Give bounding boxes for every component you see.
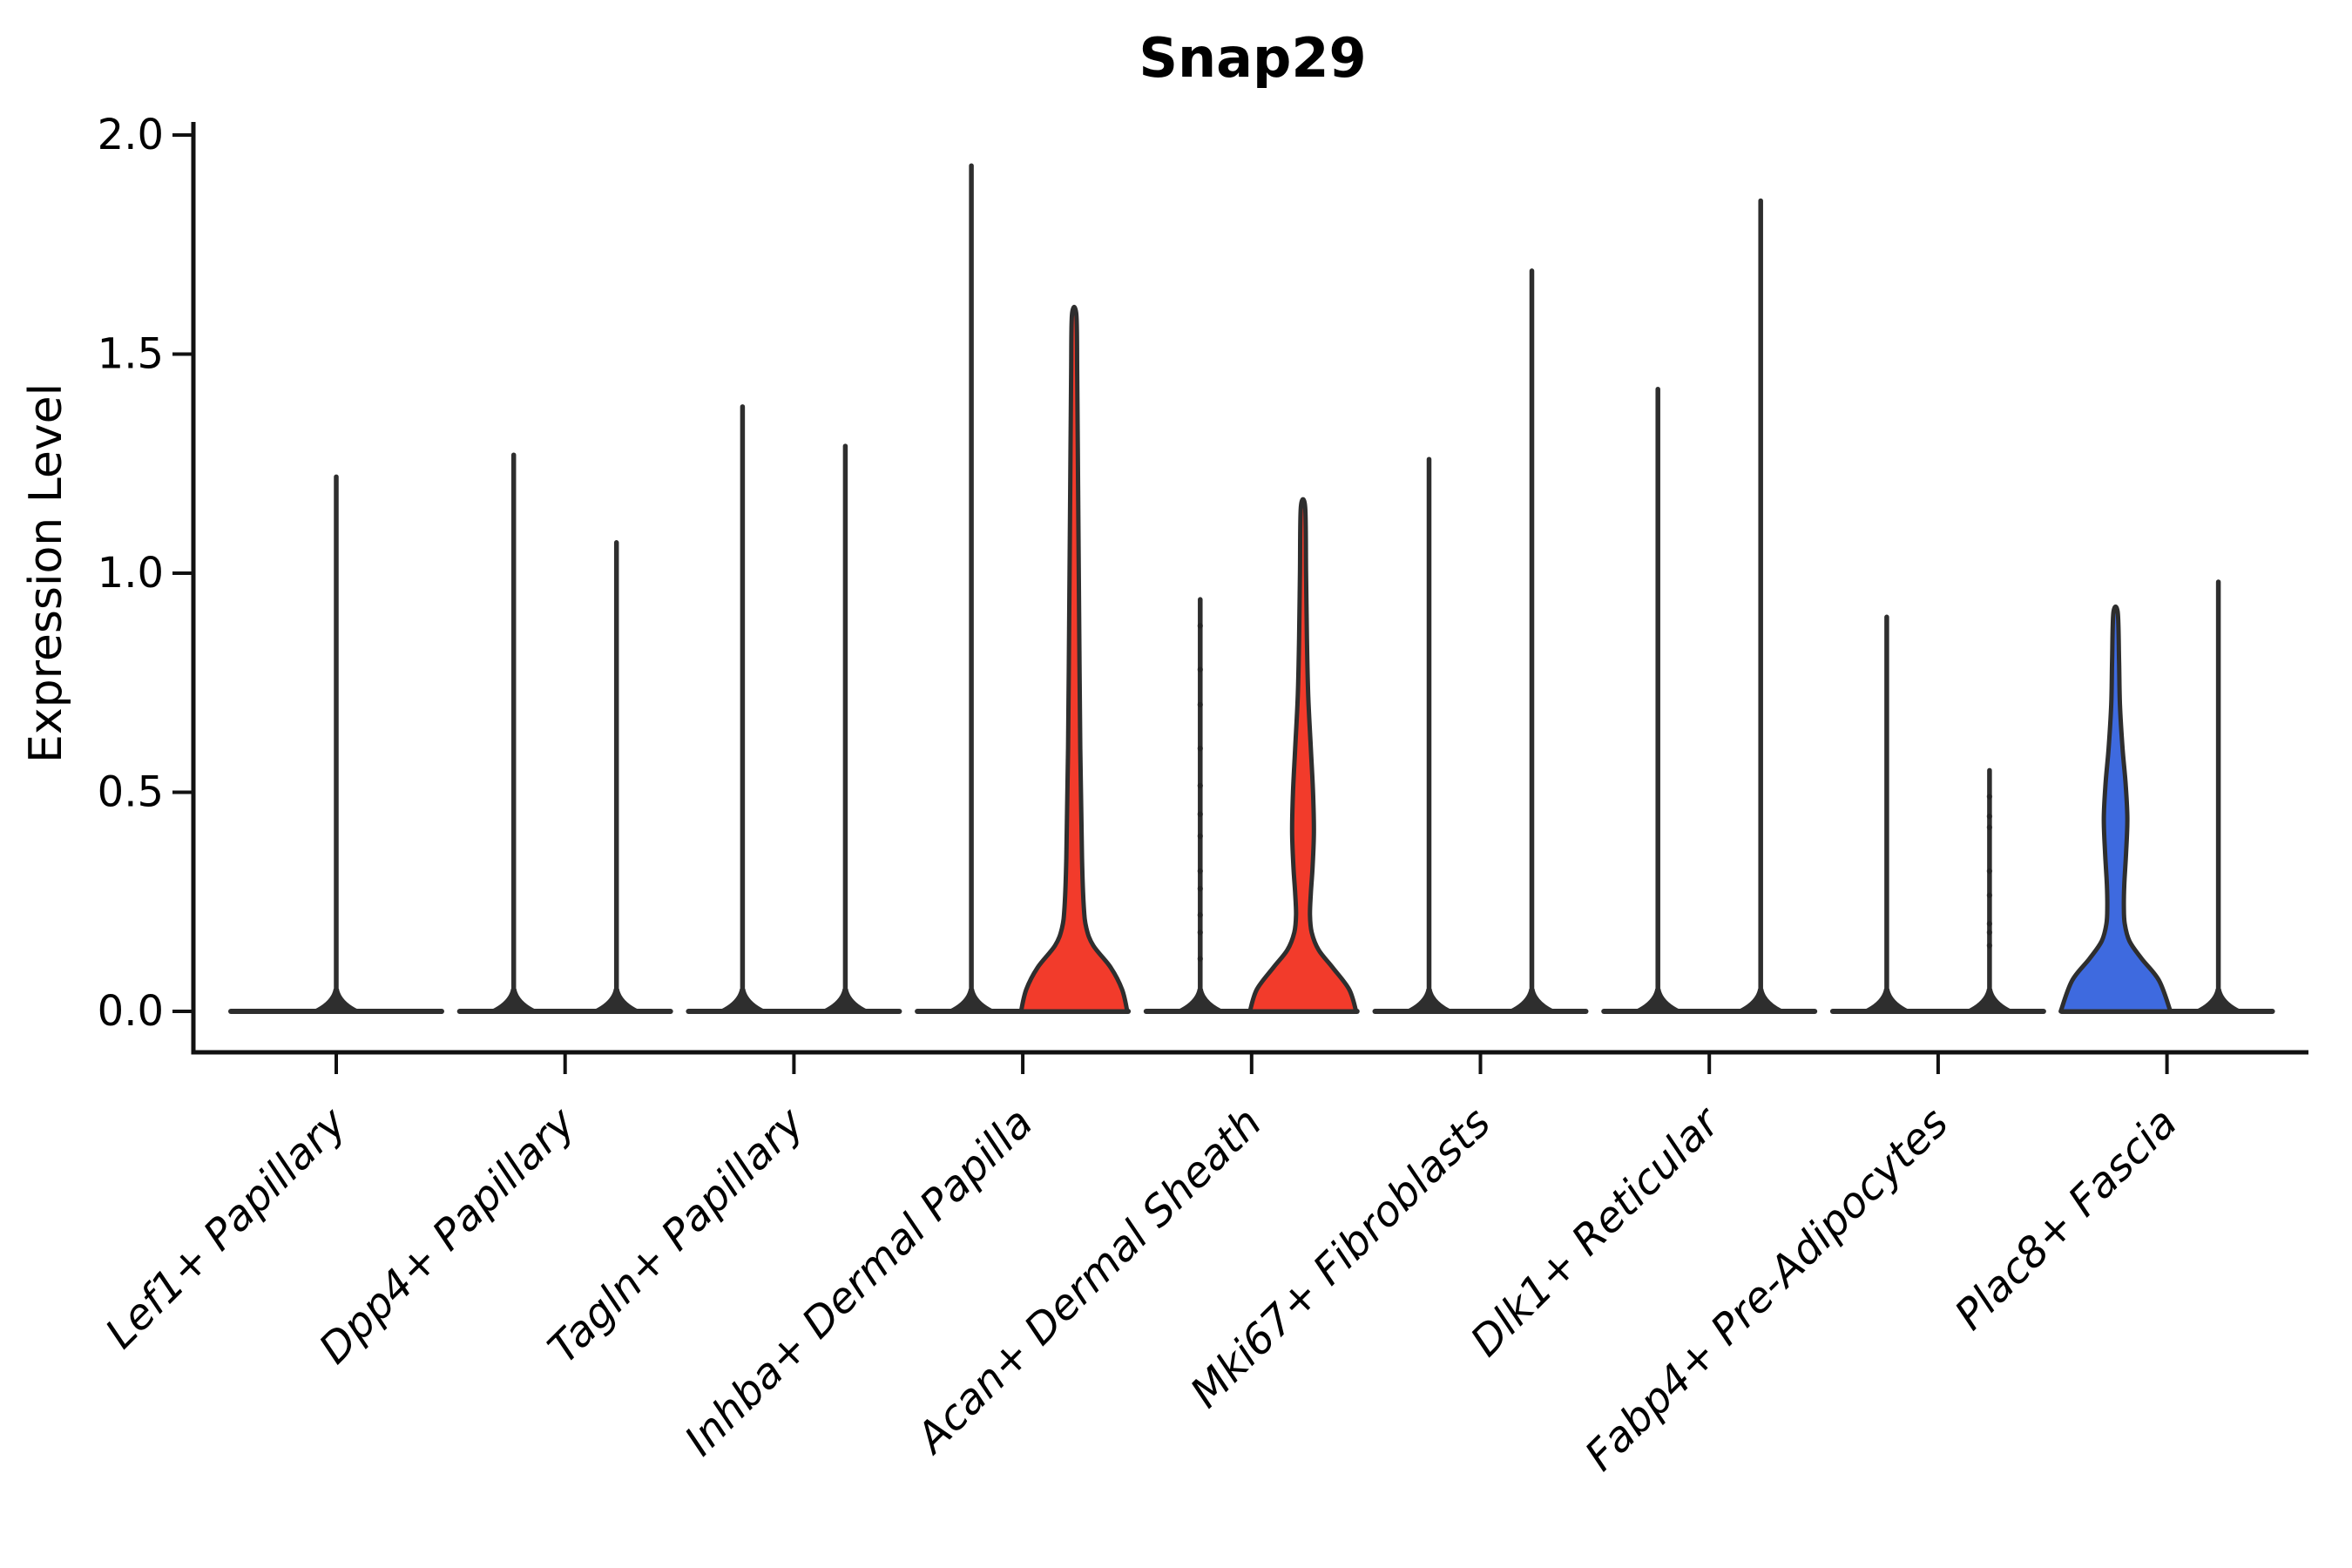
- cell-point: [1197, 868, 1204, 875]
- violin-shape: [1018, 304, 1130, 1014]
- x-tick-label: Lef1+ Papillary: [96, 1098, 356, 1358]
- y-tick-label: 0.0: [98, 987, 164, 1036]
- cell-point: [1986, 824, 1993, 830]
- cell-point: [1197, 929, 1204, 936]
- x-tick-label: Dpp4+ Papillary: [310, 1098, 585, 1373]
- y-axis-label: Expression Level: [20, 383, 72, 763]
- cell-point: [1197, 833, 1204, 839]
- cell-point: [1197, 623, 1204, 629]
- violin-shape: [1247, 497, 1359, 1014]
- cell-point: [1986, 929, 1993, 936]
- cell-point: [1986, 813, 1993, 820]
- violin-shape: [2058, 604, 2173, 1014]
- y-tick-label: 1.5: [98, 330, 164, 379]
- cell-point: [1197, 956, 1204, 962]
- y-tick-label: 0.5: [98, 768, 164, 817]
- y-tick-label: 2.0: [98, 111, 164, 159]
- cell-point: [1197, 782, 1204, 789]
- cell-point: [1197, 701, 1204, 708]
- cell-point: [1986, 892, 1993, 898]
- cell-point: [1986, 794, 1993, 800]
- cell-point: [1197, 811, 1204, 817]
- y-tick-label: 1.0: [98, 549, 164, 598]
- cell-point: [1197, 912, 1204, 918]
- cell-point: [1197, 746, 1204, 752]
- cell-point: [1197, 666, 1204, 672]
- chart-title: Snap29: [1139, 26, 1366, 90]
- x-tick-label: Plac8+ Fascia: [1945, 1098, 2186, 1340]
- x-tick-label: Tagln+ Papillary: [539, 1098, 814, 1373]
- cell-point: [1986, 868, 1993, 875]
- x-tick-label: Fabp4+ Pre-Adipocytes: [1576, 1098, 1958, 1481]
- x-tick-label: Dlk1+ Reticular: [1461, 1097, 1731, 1367]
- violin-layer: [228, 163, 2275, 1014]
- cell-point: [1197, 885, 1204, 892]
- cell-point: [1986, 943, 1993, 949]
- cell-point: [1986, 921, 1993, 927]
